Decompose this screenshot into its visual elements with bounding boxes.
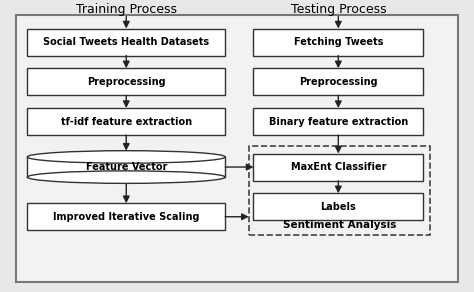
FancyBboxPatch shape xyxy=(254,29,423,55)
Text: Testing Process: Testing Process xyxy=(291,4,386,16)
Text: MaxEnt Classifier: MaxEnt Classifier xyxy=(291,162,386,172)
FancyBboxPatch shape xyxy=(254,154,423,180)
FancyBboxPatch shape xyxy=(254,108,423,135)
Text: Improved Iterative Scaling: Improved Iterative Scaling xyxy=(53,212,200,222)
Text: Preprocessing: Preprocessing xyxy=(299,77,378,87)
FancyBboxPatch shape xyxy=(254,193,423,220)
Ellipse shape xyxy=(27,171,225,183)
FancyBboxPatch shape xyxy=(27,108,225,135)
Text: Feature Vector: Feature Vector xyxy=(86,162,167,172)
FancyBboxPatch shape xyxy=(254,68,423,95)
Text: Labels: Labels xyxy=(320,202,356,212)
Text: tf-idf feature extraction: tf-idf feature extraction xyxy=(61,117,192,126)
FancyBboxPatch shape xyxy=(27,68,225,95)
Ellipse shape xyxy=(27,151,225,163)
FancyBboxPatch shape xyxy=(27,203,225,230)
Polygon shape xyxy=(27,157,225,177)
Text: Training Process: Training Process xyxy=(76,4,177,16)
FancyBboxPatch shape xyxy=(27,29,225,55)
Text: Social Tweets Health Datasets: Social Tweets Health Datasets xyxy=(43,37,210,47)
FancyBboxPatch shape xyxy=(16,15,458,282)
Text: Binary feature extraction: Binary feature extraction xyxy=(269,117,408,126)
Text: Preprocessing: Preprocessing xyxy=(87,77,165,87)
Text: Fetching Tweets: Fetching Tweets xyxy=(293,37,383,47)
Text: Sentiment Analysis: Sentiment Analysis xyxy=(283,220,396,230)
